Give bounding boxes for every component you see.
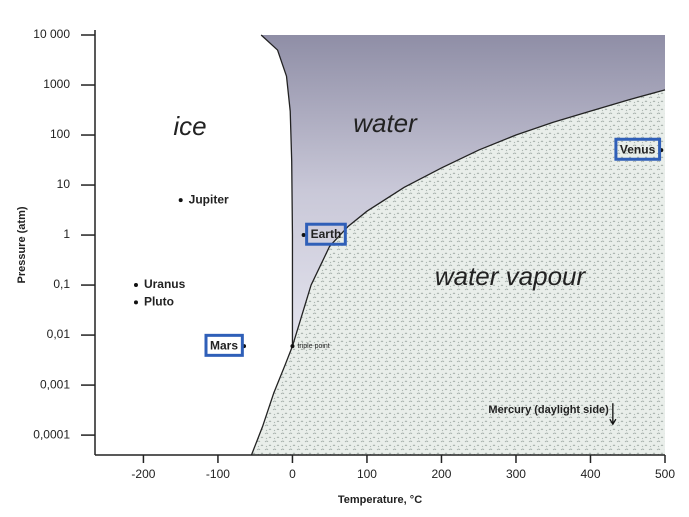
y-tick-label: 10 [57,177,71,191]
highlight-box [305,222,347,246]
phase-boundary [260,34,294,347]
point-label: Mars [210,338,238,352]
x-tick-label: -100 [206,467,230,481]
y-tick-label: 0,001 [40,377,70,391]
x-tick-label: 400 [580,467,600,481]
data-point [133,283,138,288]
y-tick-label: 10 000 [33,27,70,41]
y-tick-label: 0,01 [47,327,71,341]
point-label: Jupiter [189,192,229,206]
vapour-area [251,89,665,456]
x-tick-label: 200 [431,467,451,481]
point-label: Venus [620,142,656,156]
x-tick-label: 300 [506,467,526,481]
region-label: ice [173,111,206,141]
highlight-box [204,333,244,357]
y-tick-label: 100 [50,127,70,141]
arrow [609,403,617,426]
x-tick-label: -200 [131,467,155,481]
arrow-label: Mercury (daylight side) [488,404,609,416]
point-label: Uranus [144,277,186,291]
x-tick-label: 500 [655,467,675,481]
point-label: Pluto [144,295,174,309]
region-label: water [353,108,418,138]
point-label: triple point [297,343,329,350]
highlight-box [614,137,662,161]
region-label: water vapour [435,261,587,291]
data-point [133,300,138,305]
y-tick-label: 1000 [43,77,70,91]
point-label: Earth [311,227,342,241]
x-axis-label: Temperature, °C [338,494,422,506]
water-area [261,35,665,347]
data-point [290,344,295,349]
x-tick-label: 100 [357,467,377,481]
y-tick-label: 1 [63,227,70,241]
phase-boundary [250,89,666,456]
y-tick-label: 0,0001 [33,427,70,441]
data-point [301,233,306,238]
y-axis-label: Pressure (atm) [16,206,28,283]
y-tick-label: 0,1 [53,277,70,291]
data-point [178,198,183,203]
x-tick-label: 0 [289,467,296,481]
